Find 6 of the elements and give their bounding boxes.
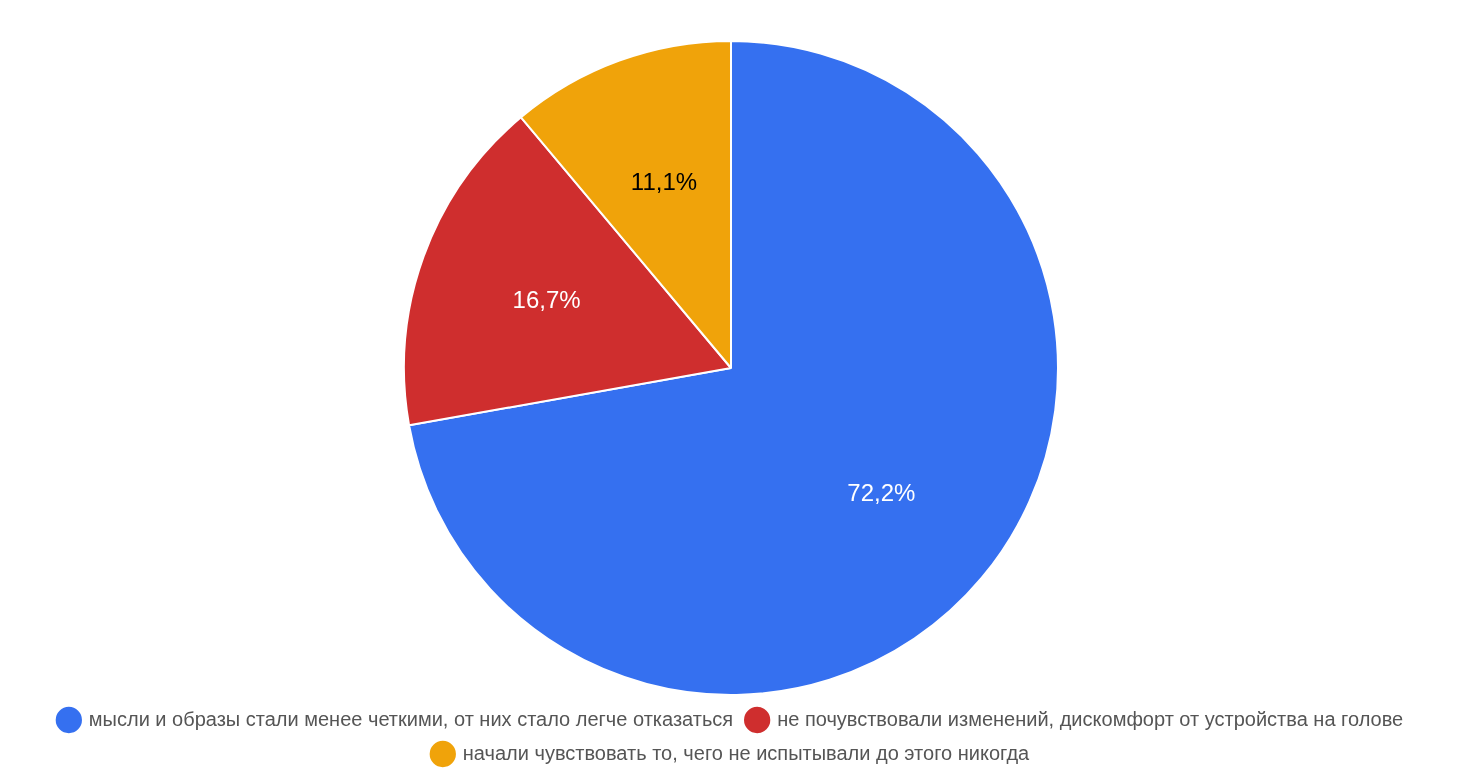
data-label: 16,7%: [512, 285, 581, 313]
legend-label: мысли и образы стали менее четкими, от них стало легче отказаться: [88, 707, 734, 730]
data-label: 72,2%: [847, 478, 916, 506]
legend-label: не почувствовали изменений, дискомфорт от устройства на голове: [777, 707, 1404, 730]
data-label: 11,1%: [630, 168, 698, 196]
legend-label: начали чувствовать то, чего не испытывали до этого никогда: [462, 741, 1031, 764]
